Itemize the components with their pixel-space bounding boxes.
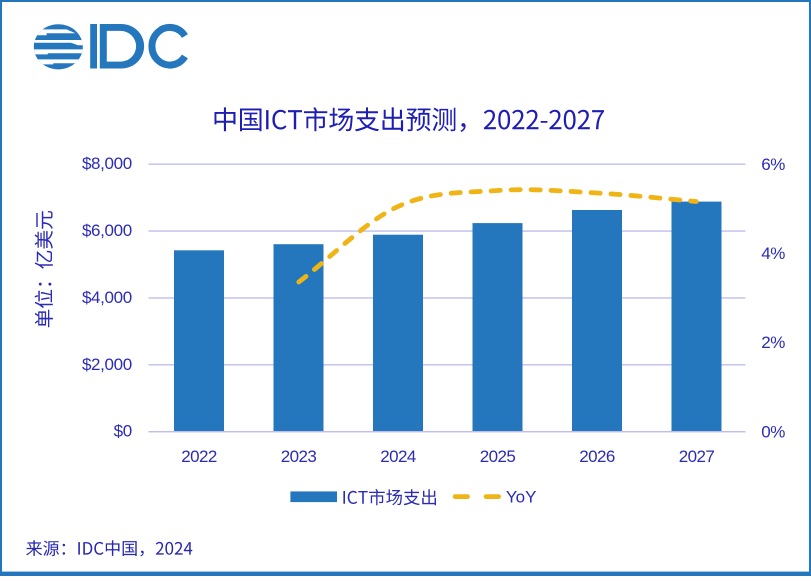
svg-text:$2,000: $2,000 bbox=[82, 355, 132, 374]
svg-text:2026: 2026 bbox=[579, 447, 615, 466]
svg-text:2%: 2% bbox=[761, 333, 785, 352]
svg-text:2024: 2024 bbox=[380, 447, 416, 466]
svg-text:$8,000: $8,000 bbox=[82, 154, 132, 173]
svg-text:6%: 6% bbox=[761, 155, 785, 174]
svg-text:$6,000: $6,000 bbox=[82, 221, 132, 240]
svg-text:YoY: YoY bbox=[506, 487, 537, 506]
svg-text:$4,000: $4,000 bbox=[82, 288, 132, 307]
svg-text:0%: 0% bbox=[761, 422, 785, 441]
svg-text:$0: $0 bbox=[114, 422, 132, 441]
svg-text:4%: 4% bbox=[761, 244, 785, 263]
svg-text:2027: 2027 bbox=[679, 447, 715, 466]
svg-text:2025: 2025 bbox=[480, 447, 516, 466]
svg-text:2022: 2022 bbox=[181, 447, 217, 466]
svg-text:2023: 2023 bbox=[281, 447, 317, 466]
